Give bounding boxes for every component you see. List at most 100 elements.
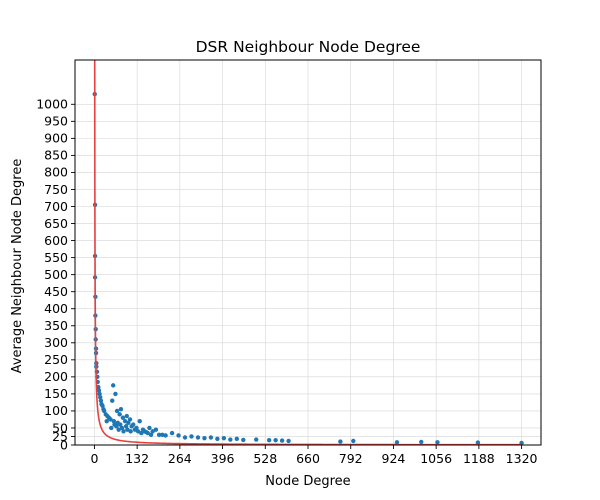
y-tick-label: 350 [44,318,68,333]
y-tick-label: 300 [44,335,68,350]
x-tick-label: 1188 [463,451,495,466]
data-point [118,422,123,427]
data-point [96,388,102,393]
data-point [127,417,133,422]
x-tick-label: 1320 [506,451,538,466]
x-tick-label: 0 [90,451,98,466]
data-point [134,425,139,431]
data-point [121,429,126,434]
data-point [394,440,400,445]
data-point [119,425,125,431]
y-tick-label: 700 [44,199,68,214]
data-point [351,438,356,444]
data-point [104,418,109,424]
data-point [120,415,126,420]
x-tick-label: 264 [168,451,192,466]
data-point [110,383,116,388]
y-tick-label: 50 [52,420,68,435]
y-tick-label: 0 [60,437,68,452]
x-tick-label: 792 [339,451,363,466]
x-tick-label: 924 [382,451,406,466]
data-point [228,437,233,442]
data-point [114,424,119,429]
data-point [126,420,131,426]
data-point [109,425,114,431]
x-tick-label: 1056 [420,451,452,466]
x-tick-label: 660 [296,451,320,466]
data-point [279,438,285,443]
y-tick-label: 800 [44,165,68,180]
data-point [114,408,120,414]
data-point [113,391,118,397]
y-tick-label: 100 [44,403,68,418]
data-point [273,438,278,443]
grid-lines [75,60,541,446]
y-tick-label: 25 [52,429,68,444]
data-point [176,433,181,438]
data-point [338,439,343,444]
data-points [92,91,524,446]
y-tick-label: 550 [44,250,68,265]
data-point [101,408,107,414]
data-point [475,440,481,445]
y-tick-label: 150 [44,386,68,401]
data-point [254,437,259,442]
data-point [111,418,117,424]
data-point [98,398,104,403]
data-point [221,435,227,441]
y-tick-label: 850 [44,148,68,163]
y-tick-label: 500 [44,267,68,282]
y-axis-label: Average Neighbour Node Degree [10,159,25,374]
data-point [266,438,272,443]
y-tick-label: 250 [44,352,68,367]
data-point [234,436,240,442]
data-point [122,418,128,424]
data-point [156,432,162,437]
data-point [118,407,124,412]
chart-title: DSR Neighbour Node Degree [196,38,421,56]
data-point [116,427,121,432]
x-axis-ticks: 0 132 264 396 528 660 792 924 1056 1188 1320 [90,445,538,466]
y-tick-label: 200 [44,369,68,384]
data-point [139,430,144,436]
data-point [100,403,105,409]
data-point [123,424,129,429]
y-tick-label: 450 [44,284,68,299]
data-point [435,440,440,445]
data-point [241,437,246,443]
data-point [125,427,130,432]
data-point [145,430,151,436]
data-point [189,434,194,439]
data-point [137,418,142,424]
data-point [419,439,424,445]
x-tick-label: 528 [253,451,277,466]
data-point [215,436,220,442]
data-point [202,435,207,441]
data-point [163,433,168,438]
y-tick-label: 950 [44,114,68,129]
x-tick-label: 132 [125,451,149,466]
data-point [124,413,129,419]
data-point [169,430,175,436]
y-tick-label: 750 [44,182,68,197]
data-point [147,425,152,431]
data-point [195,435,201,440]
x-axis-label: Node Degree [265,474,350,489]
y-tick-label: 400 [44,301,68,316]
y-tick-label: 1000 [36,97,68,112]
data-point [108,417,113,422]
data-point [208,435,214,440]
data-point [110,398,115,403]
data-point [98,395,103,400]
y-tick-label: 600 [44,233,68,248]
y-tick-label: 900 [44,131,68,146]
data-point [128,429,133,434]
data-point [131,422,136,427]
data-point [117,412,122,417]
y-tick-label: 650 [44,216,68,231]
data-point [97,391,102,397]
data-point [150,429,155,434]
